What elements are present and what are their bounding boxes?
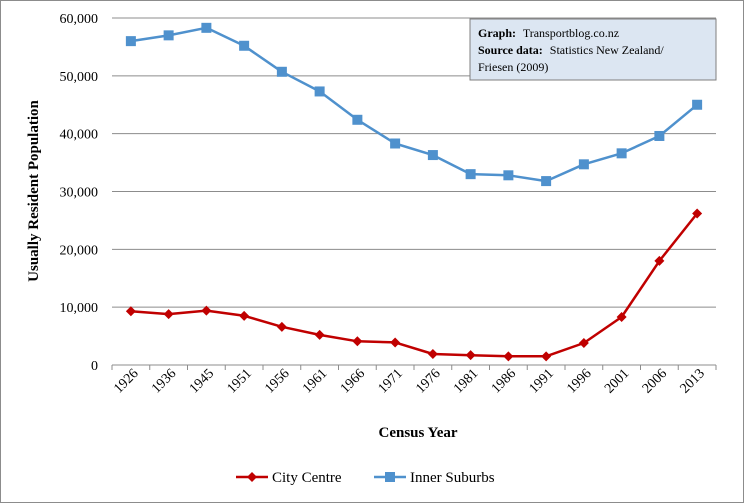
legend-label-city-centre: City Centre <box>272 470 342 486</box>
data-point-inner-suburbs <box>352 114 363 125</box>
y-axis-title: Usually Resident Population <box>26 99 42 281</box>
x-tick-label: 2013 <box>678 366 708 396</box>
source-label: Source data: <box>478 43 543 57</box>
data-point-city-centre <box>125 306 136 317</box>
x-tick-label: 1991 <box>527 366 557 396</box>
data-point-city-centre <box>390 337 401 348</box>
y-tick-label: 30,000 <box>60 186 99 201</box>
x-tick-label: 1981 <box>451 366 481 396</box>
legend: City Centre Inner Suburbs <box>236 470 495 486</box>
y-tick-label: 60,000 <box>60 12 99 27</box>
data-point-city-centre <box>276 321 287 332</box>
data-point-city-centre <box>465 350 476 361</box>
data-point-inner-suburbs <box>390 138 401 149</box>
data-point-city-centre <box>654 255 665 266</box>
data-point-inner-suburbs <box>427 150 438 161</box>
data-point-inner-suburbs <box>163 30 174 41</box>
data-point-city-centre <box>239 310 250 321</box>
legend-label-inner-suburbs: Inner Suburbs <box>410 470 495 486</box>
x-tick-label: 1986 <box>489 366 519 396</box>
y-tick-label: 0 <box>91 359 98 374</box>
data-point-city-centre <box>352 336 363 347</box>
data-point-inner-suburbs <box>125 36 136 47</box>
data-point-city-centre <box>427 349 438 360</box>
x-tick-label: 1976 <box>413 366 443 396</box>
series-line-inner-suburbs <box>130 26 698 183</box>
x-tick-label: 1956 <box>262 366 292 396</box>
graph-value: Transportblog.co.nz <box>523 26 619 40</box>
data-point-inner-suburbs <box>276 66 287 77</box>
x-tick-label: 1996 <box>564 366 594 396</box>
data-point-inner-suburbs <box>616 148 627 159</box>
data-point-city-centre <box>201 305 212 316</box>
data-point-city-centre <box>541 351 552 362</box>
annotation-graph-line: Graph: Transportblog.co.nz <box>478 26 619 40</box>
y-tick-label: 10,000 <box>60 301 99 316</box>
data-point-inner-suburbs <box>314 86 325 97</box>
data-point-city-centre <box>314 329 325 340</box>
gridlines <box>112 17 716 308</box>
source-value-line1: Statistics New Zealand/ <box>550 43 665 57</box>
graph-label: Graph: <box>478 26 516 40</box>
annotation-box <box>469 18 717 81</box>
series-layer <box>125 22 703 362</box>
data-point-inner-suburbs <box>654 130 665 141</box>
series-line-city-centre <box>130 212 699 358</box>
legend-marker-city-centre <box>247 472 257 482</box>
x-tick-label: 1961 <box>300 366 330 396</box>
x-tick-label: 1945 <box>187 366 217 396</box>
data-point-inner-suburbs <box>465 169 476 180</box>
data-point-city-centre <box>692 208 703 219</box>
data-point-city-centre <box>578 338 589 349</box>
data-point-inner-suburbs <box>503 170 514 181</box>
y-axis-ticks: 0 10,000 20,000 30,000 40,000 50,000 60,000 <box>60 12 99 374</box>
x-tick-label: 1966 <box>338 366 368 396</box>
source-annotation: Graph: Transportblog.co.nz Source data: … <box>469 18 717 81</box>
x-tick-label: 2001 <box>602 366 632 396</box>
x-tick-label: 2006 <box>640 366 670 396</box>
y-tick-label: 50,000 <box>60 70 99 85</box>
x-axis-title: Census Year <box>378 425 457 441</box>
data-point-city-centre <box>616 311 627 322</box>
x-tick-label: 1936 <box>149 366 179 396</box>
legend-marker-inner-suburbs <box>385 472 395 482</box>
x-tick-label: 1971 <box>376 366 406 396</box>
source-value-line2: Friesen (2009) <box>478 60 548 74</box>
x-axis <box>111 364 717 370</box>
x-axis-ticks: 1926 1936 1945 1951 1956 1961 1966 1971 1976 1981… <box>111 366 708 396</box>
x-tick-label: 1926 <box>111 366 141 396</box>
data-point-inner-suburbs <box>201 22 212 33</box>
data-point-city-centre <box>163 309 174 320</box>
data-point-inner-suburbs <box>692 99 703 110</box>
y-tick-label: 20,000 <box>60 243 99 258</box>
y-tick-label: 40,000 <box>60 128 99 143</box>
data-point-inner-suburbs <box>541 176 552 187</box>
x-tick-label: 1951 <box>225 366 255 396</box>
annotation-source-line: Source data: Statistics New Zealand/ <box>478 43 664 57</box>
data-point-inner-suburbs <box>578 159 589 170</box>
data-point-inner-suburbs <box>239 40 250 51</box>
data-point-city-centre <box>503 351 514 362</box>
